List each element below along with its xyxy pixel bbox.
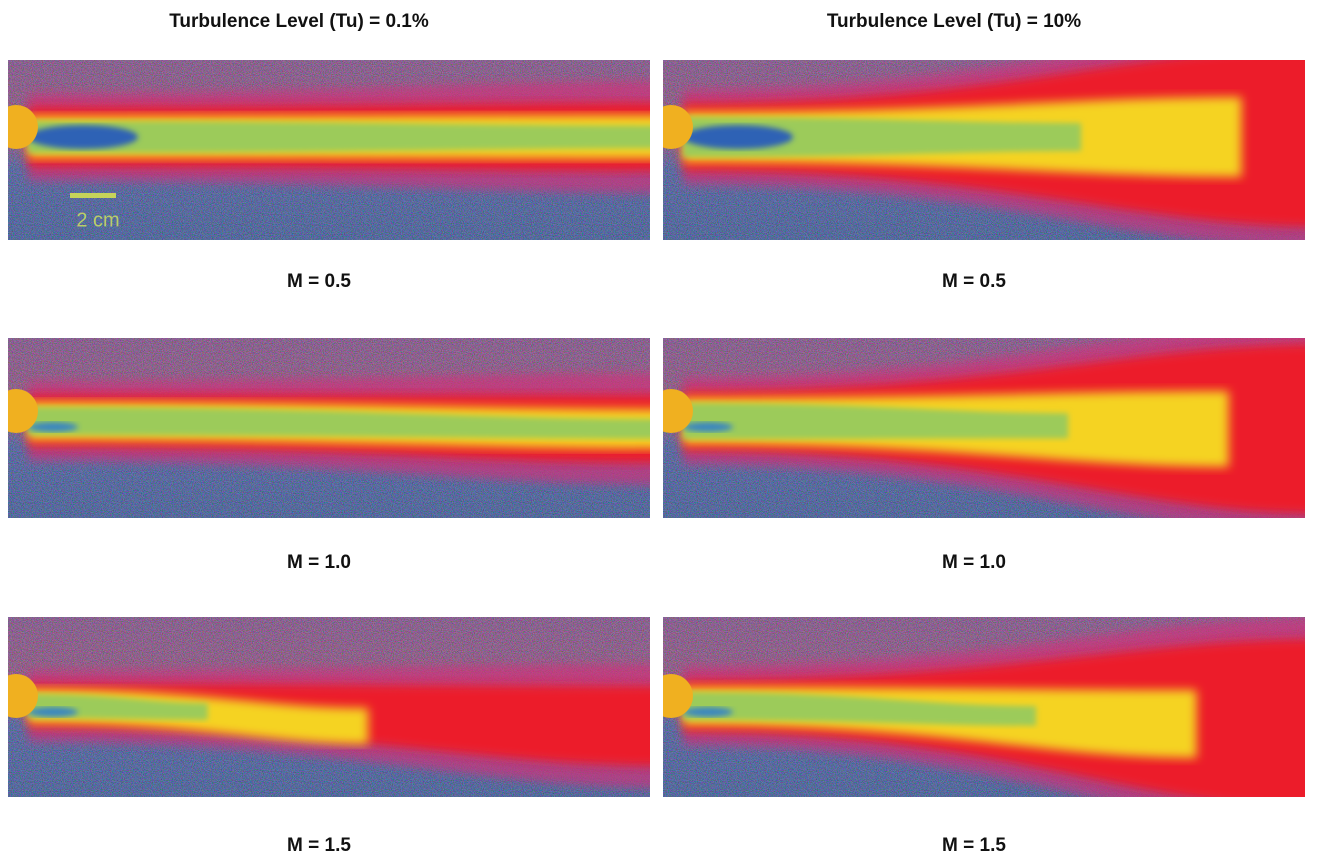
flow-image bbox=[8, 617, 650, 797]
blue-region bbox=[683, 422, 733, 432]
image-content bbox=[8, 338, 650, 518]
flow-image bbox=[663, 617, 1305, 797]
flow-image bbox=[8, 338, 650, 518]
scale-bar bbox=[70, 193, 116, 198]
panel-label: M = 1.0 bbox=[287, 552, 351, 573]
panel-label: M = 1.5 bbox=[287, 835, 351, 856]
hole bbox=[663, 105, 693, 149]
column-title: Turbulence Level (Tu) = 0.1% bbox=[169, 11, 429, 32]
hole bbox=[8, 105, 38, 149]
image-content bbox=[663, 617, 1305, 797]
column-title: Turbulence Level (Tu) = 10% bbox=[827, 11, 1081, 32]
panel-label: M = 1.5 bbox=[942, 835, 1006, 856]
plume-core bbox=[683, 117, 1082, 157]
hole bbox=[663, 674, 693, 718]
plume-core bbox=[28, 407, 650, 439]
image-content: 2 cm bbox=[8, 60, 650, 240]
blue-region bbox=[28, 707, 78, 717]
blue-region bbox=[683, 707, 733, 717]
scale-label: 2 cm bbox=[76, 209, 119, 231]
plume-core bbox=[683, 403, 1069, 439]
panel-label: M = 0.5 bbox=[942, 271, 1006, 292]
panel-label: M = 0.5 bbox=[287, 271, 351, 292]
blue-region bbox=[683, 125, 793, 149]
blue-region bbox=[28, 125, 138, 149]
hole bbox=[8, 389, 38, 433]
image-content bbox=[663, 60, 1305, 240]
panel-label: M = 1.0 bbox=[942, 552, 1006, 573]
blue-region bbox=[28, 422, 78, 432]
flow-image bbox=[663, 338, 1305, 518]
flow-image bbox=[663, 60, 1305, 240]
plume-core bbox=[683, 692, 1037, 726]
hole bbox=[8, 674, 38, 718]
flow-image: 2 cm bbox=[8, 60, 650, 240]
image-content bbox=[8, 617, 650, 797]
plume-core bbox=[28, 121, 650, 153]
hole bbox=[663, 389, 693, 433]
image-content bbox=[663, 338, 1305, 518]
